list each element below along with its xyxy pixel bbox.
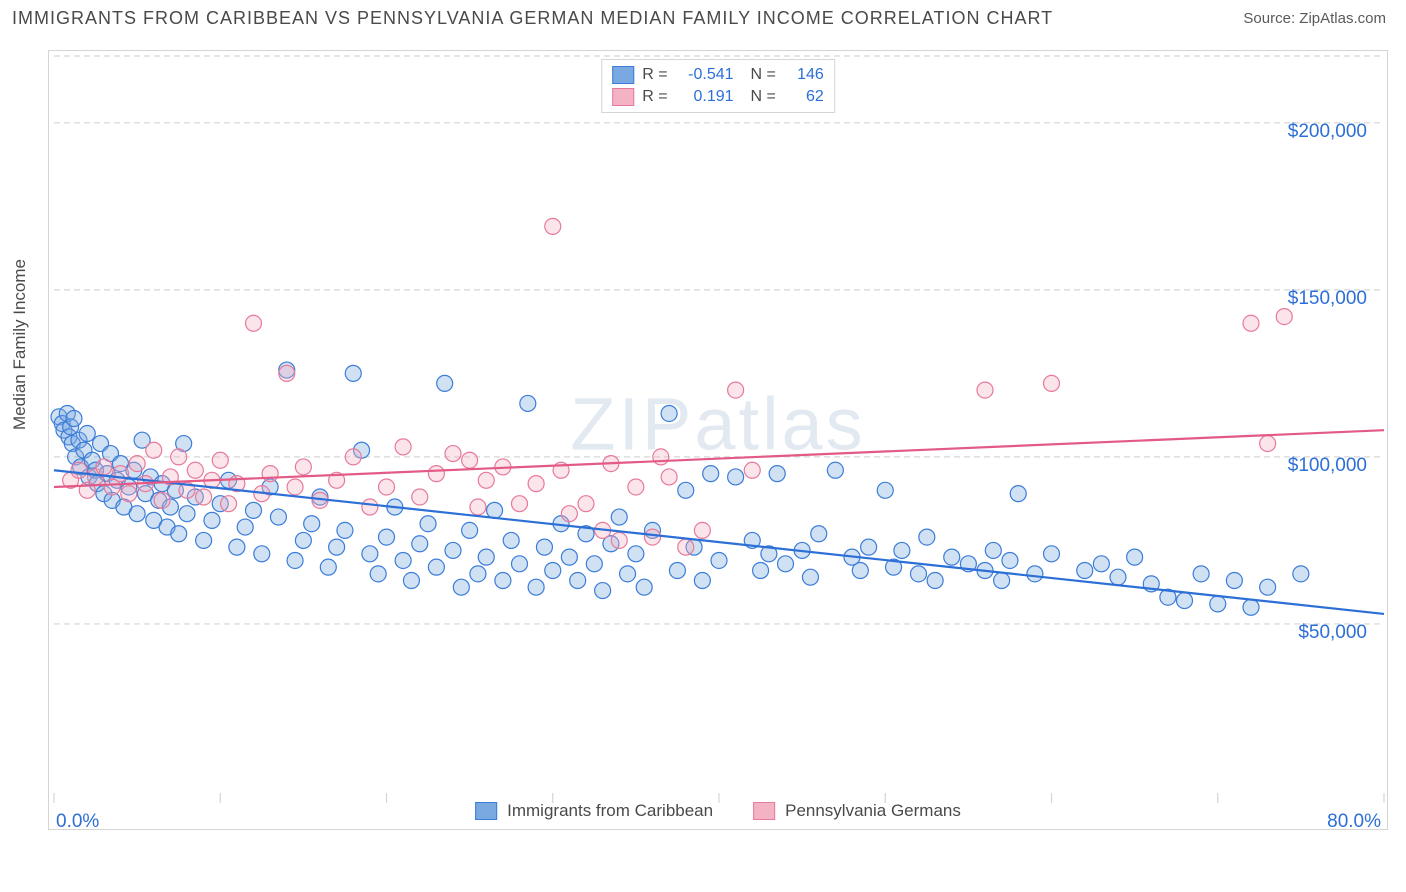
chart-title: IMMIGRANTS FROM CARIBBEAN VS PENNSYLVANI… xyxy=(12,8,1053,29)
legend-label-caribbean: Immigrants from Caribbean xyxy=(507,801,713,821)
source-name: ZipAtlas.com xyxy=(1299,10,1386,27)
chart-container: ZIPatlas R = -0.541 N = 146 R = 0.191 N … xyxy=(48,50,1388,830)
y-axis-label: Median Family Income xyxy=(10,259,30,430)
y-tick-label: $150,000 xyxy=(1288,288,1367,310)
legend-row-penn-german: R = 0.191 N = 62 xyxy=(612,86,824,108)
y-tick-label: $50,000 xyxy=(1298,622,1367,644)
legend-swatch-caribbean-icon xyxy=(475,802,497,820)
series-legend: Immigrants from Caribbean Pennsylvania G… xyxy=(475,801,961,821)
r-value-penn-german: 0.191 xyxy=(676,88,734,106)
legend-swatch-caribbean xyxy=(612,66,634,84)
n-value-penn-german: 62 xyxy=(784,88,824,106)
source-prefix: Source: xyxy=(1243,10,1299,27)
source-attribution: Source: ZipAtlas.com xyxy=(1243,10,1386,27)
legend-label-penn-german: Pennsylvania Germans xyxy=(785,801,961,821)
legend-item-penn-german: Pennsylvania Germans xyxy=(753,801,961,821)
legend-swatch-penn-german xyxy=(612,88,634,106)
scatter-plot-svg xyxy=(49,51,1389,831)
correlation-legend: R = -0.541 N = 146 R = 0.191 N = 62 xyxy=(601,59,835,113)
y-tick-label: $100,000 xyxy=(1288,455,1367,477)
x-tick-label: 80.0% xyxy=(1327,811,1381,833)
legend-item-caribbean: Immigrants from Caribbean xyxy=(475,801,713,821)
legend-swatch-penn-german-icon xyxy=(753,802,775,820)
r-value-caribbean: -0.541 xyxy=(676,66,734,84)
x-tick-label: 0.0% xyxy=(56,811,99,833)
n-value-caribbean: 146 xyxy=(784,66,824,84)
legend-row-caribbean: R = -0.541 N = 146 xyxy=(612,64,824,86)
y-tick-label: $200,000 xyxy=(1288,121,1367,143)
